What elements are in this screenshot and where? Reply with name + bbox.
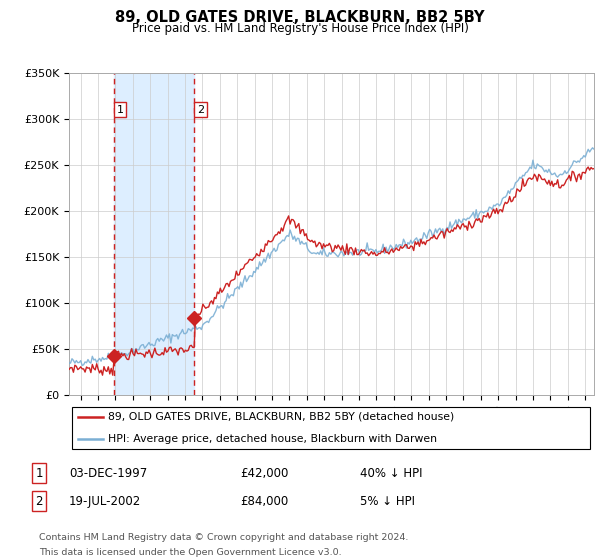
Text: 40% ↓ HPI: 40% ↓ HPI: [360, 466, 422, 480]
Bar: [114, 73, 194, 395]
Text: 89, OLD GATES DRIVE, BLACKBURN, BB2 5BY: 89, OLD GATES DRIVE, BLACKBURN, BB2 5BY: [115, 10, 485, 25]
Text: £84,000: £84,000: [240, 494, 288, 508]
Text: 2: 2: [197, 105, 204, 115]
Text: 2: 2: [35, 494, 43, 508]
Text: Contains HM Land Registry data © Crown copyright and database right 2024.: Contains HM Land Registry data © Crown c…: [39, 533, 409, 542]
Text: This data is licensed under the Open Government Licence v3.0.: This data is licensed under the Open Gov…: [39, 548, 341, 557]
Text: 03-DEC-1997: 03-DEC-1997: [69, 466, 147, 480]
Text: 1: 1: [35, 466, 43, 480]
Text: 19-JUL-2002: 19-JUL-2002: [69, 494, 141, 508]
Text: 89, OLD GATES DRIVE, BLACKBURN, BB2 5BY (detached house): 89, OLD GATES DRIVE, BLACKBURN, BB2 5BY …: [109, 412, 455, 422]
Text: Price paid vs. HM Land Registry's House Price Index (HPI): Price paid vs. HM Land Registry's House …: [131, 22, 469, 35]
FancyBboxPatch shape: [71, 407, 590, 449]
Text: HPI: Average price, detached house, Blackburn with Darwen: HPI: Average price, detached house, Blac…: [109, 434, 437, 444]
Text: 5% ↓ HPI: 5% ↓ HPI: [360, 494, 415, 508]
Text: £42,000: £42,000: [240, 466, 289, 480]
Text: 1: 1: [116, 105, 124, 115]
